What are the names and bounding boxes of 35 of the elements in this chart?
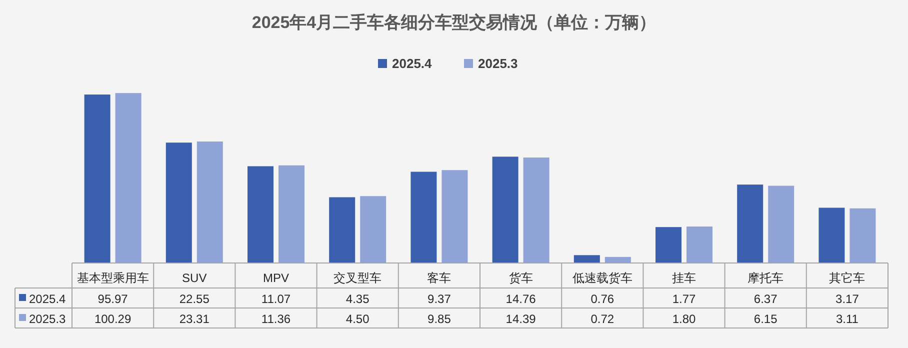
data-label: 3.11 (836, 312, 859, 326)
x-tick-label: 交叉型车 (334, 271, 382, 285)
data-label: 1.77 (672, 292, 696, 306)
data-label: 9.85 (428, 312, 452, 326)
legend-label: 2025.4 (392, 56, 433, 71)
data-label: 14.76 (506, 292, 536, 306)
x-tick-label: 其它车 (829, 271, 866, 285)
data-label: 22.55 (179, 292, 210, 306)
text: 2025.4 (29, 292, 66, 306)
data-label: 3.17 (836, 292, 860, 306)
data-label: 0.76 (590, 292, 614, 306)
text: 2025.3 (29, 312, 66, 326)
x-tick-label: SUV (182, 271, 207, 285)
data-label: 9.37 (428, 292, 452, 306)
x-tick-label: 基本型乘用车 (76, 271, 149, 285)
x-tick-label: MPV (262, 271, 290, 285)
data-label: 11.36 (261, 312, 291, 326)
data-label: 14.39 (506, 312, 536, 326)
legend-label: 2025.3 (478, 56, 518, 71)
data-label: 6.15 (754, 312, 778, 326)
data-label: 1.80 (672, 312, 696, 326)
data-label: 6.37 (754, 292, 778, 306)
x-tick-label: 挂车 (672, 271, 696, 285)
x-tick-label: 客车 (427, 271, 452, 285)
data-label: 23.31 (179, 312, 210, 326)
x-tick-label: 货车 (508, 271, 533, 285)
data-label: 4.50 (346, 312, 370, 326)
data-label: 11.07 (261, 292, 291, 306)
chart-title: 2025年4月二手车各细分车型交易情况（单位：万辆） (252, 13, 656, 32)
x-tick-label: 低速载货车 (572, 271, 632, 285)
data-label: 100.29 (94, 312, 132, 326)
x-tick-label: 摩托车 (748, 271, 784, 285)
data-label: 4.35 (346, 292, 370, 306)
data-label: 0.72 (590, 312, 614, 326)
data-label: 95.97 (98, 292, 128, 306)
